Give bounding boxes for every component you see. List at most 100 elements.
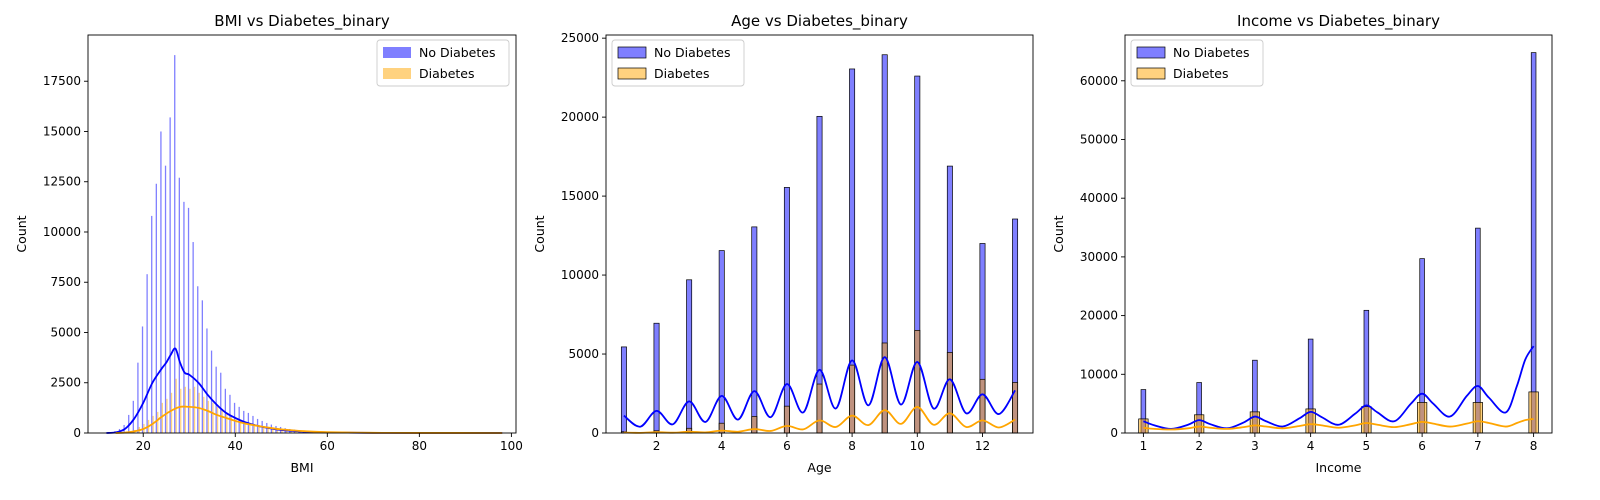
y-axis-label: Count	[1051, 215, 1066, 252]
chart-title: Age vs Diabetes_binary	[731, 12, 908, 31]
bar-diabetes	[180, 388, 182, 433]
y-tick-label: 15000	[561, 189, 599, 203]
bar-no-diabetes	[210, 350, 213, 433]
bar-diabetes	[166, 398, 168, 433]
legend-label: No Diabetes	[654, 45, 730, 60]
x-tick-label: 2	[1195, 439, 1203, 453]
bar-diabetes	[258, 425, 260, 433]
legend-swatch	[383, 68, 411, 79]
bar-diabetes	[946, 352, 953, 434]
x-axis-label: Age	[807, 460, 831, 475]
x-tick-label: 4	[718, 439, 726, 453]
bar-no-diabetes	[751, 226, 758, 434]
bar-no-diabetes	[183, 201, 185, 433]
bar-diabetes	[914, 329, 921, 434]
bar-diabetes	[175, 378, 177, 433]
y-tick-label: 12500	[43, 175, 81, 189]
bar-no-diabetes	[164, 165, 167, 433]
bar-diabetes	[203, 396, 205, 433]
x-tick-label: 6	[1418, 439, 1426, 453]
bar-no-diabetes	[146, 274, 148, 433]
legend-label: Diabetes	[654, 66, 710, 81]
bar-diabetes	[1249, 411, 1260, 434]
bars	[105, 55, 504, 434]
legend-swatch	[383, 47, 411, 58]
y-tick-label: 7500	[50, 275, 81, 289]
y-tick-label: 5000	[568, 347, 599, 361]
kde-line-diabetes	[115, 405, 503, 434]
y-tick-label: 25000	[561, 31, 599, 45]
y-tick-label: 0	[591, 426, 599, 440]
bar-diabetes	[1361, 406, 1372, 434]
y-tick-label: 5000	[50, 325, 81, 339]
bar-diabetes	[1138, 418, 1149, 434]
bar-diabetes	[235, 417, 237, 433]
kde-line-diabetes	[623, 406, 1016, 434]
chart-income: Income vs Diabetes_binary Income Count 1…	[1051, 12, 1553, 475]
bar-diabetes	[230, 415, 233, 433]
bar-no-diabetes	[215, 366, 217, 433]
bar-no-diabetes	[192, 242, 194, 433]
x-tick-label: 8	[1530, 439, 1538, 453]
bar-no-diabetes	[132, 400, 134, 433]
bar-diabetes	[267, 427, 269, 433]
bar-no-diabetes	[620, 346, 627, 434]
bar-diabetes	[207, 400, 210, 433]
x-tick-label: 10	[910, 439, 925, 453]
y-tick-label: 0	[73, 426, 81, 440]
bar-diabetes	[244, 421, 246, 433]
kde-line-no-diabetes	[1143, 345, 1535, 430]
bar-no-diabetes	[197, 286, 199, 433]
bar-diabetes	[161, 402, 163, 433]
chart-age: Age vs Diabetes_binary Age Count 2 4 6 8 10 1…	[532, 12, 1034, 475]
x-tick-label: 20	[136, 439, 151, 453]
bar-diabetes	[1472, 402, 1483, 434]
x-axis-label: Income	[1316, 460, 1362, 475]
bar-diabetes	[262, 426, 265, 433]
x-tick-label: 60	[320, 439, 335, 453]
bar-no-diabetes	[229, 394, 231, 433]
kde-line-no-diabetes	[623, 356, 1016, 428]
chart-title: Income vs Diabetes_binary	[1237, 12, 1440, 31]
bar-diabetes	[239, 419, 242, 433]
x-tick-label: 7	[1474, 439, 1482, 453]
kde-line-diabetes	[1143, 418, 1534, 431]
bar-diabetes	[276, 428, 279, 433]
bar-no-diabetes	[169, 117, 171, 433]
x-tick-label: 8	[848, 439, 856, 453]
legend-swatch	[617, 67, 647, 80]
y-tick-label: 2500	[50, 376, 81, 390]
y-tick-label: 10000	[561, 268, 599, 282]
bar-no-diabetes	[141, 326, 144, 433]
y-axis-label: Count	[14, 215, 29, 252]
legend-label: Diabetes	[419, 66, 475, 81]
bar-diabetes	[157, 411, 159, 433]
bar-diabetes	[979, 378, 986, 434]
bar-diabetes	[849, 364, 856, 434]
bar-no-diabetes	[178, 177, 180, 433]
x-tick-label: 3	[1251, 439, 1259, 453]
bar-diabetes	[189, 388, 191, 433]
axes-frame	[605, 34, 1034, 434]
bar-no-diabetes	[151, 215, 153, 433]
bar-diabetes	[221, 408, 223, 433]
x-tick-label: 12	[975, 439, 990, 453]
bar-no-diabetes	[653, 322, 660, 434]
bar-diabetes	[198, 392, 200, 433]
bar-diabetes	[751, 416, 758, 434]
x-tick-label: 4	[1307, 439, 1315, 453]
legend-label: No Diabetes	[1173, 45, 1249, 60]
bar-diabetes	[170, 392, 173, 433]
y-tick-label: 0	[1110, 426, 1118, 440]
bar-no-diabetes	[160, 131, 162, 434]
legend-swatch	[1136, 67, 1166, 80]
bar-no-diabetes	[128, 414, 130, 433]
legend-label: Diabetes	[1173, 66, 1229, 81]
bar-diabetes	[285, 429, 288, 433]
bar-diabetes	[1528, 391, 1539, 434]
y-tick-label: 50000	[1080, 132, 1118, 146]
bar-diabetes	[253, 424, 256, 433]
bar-diabetes	[1417, 402, 1428, 434]
y-tick-label: 17500	[43, 74, 81, 88]
